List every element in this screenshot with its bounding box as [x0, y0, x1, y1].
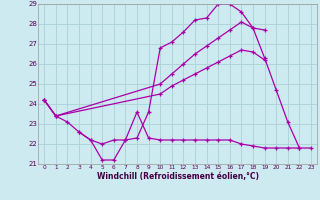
X-axis label: Windchill (Refroidissement éolien,°C): Windchill (Refroidissement éolien,°C): [97, 172, 259, 181]
